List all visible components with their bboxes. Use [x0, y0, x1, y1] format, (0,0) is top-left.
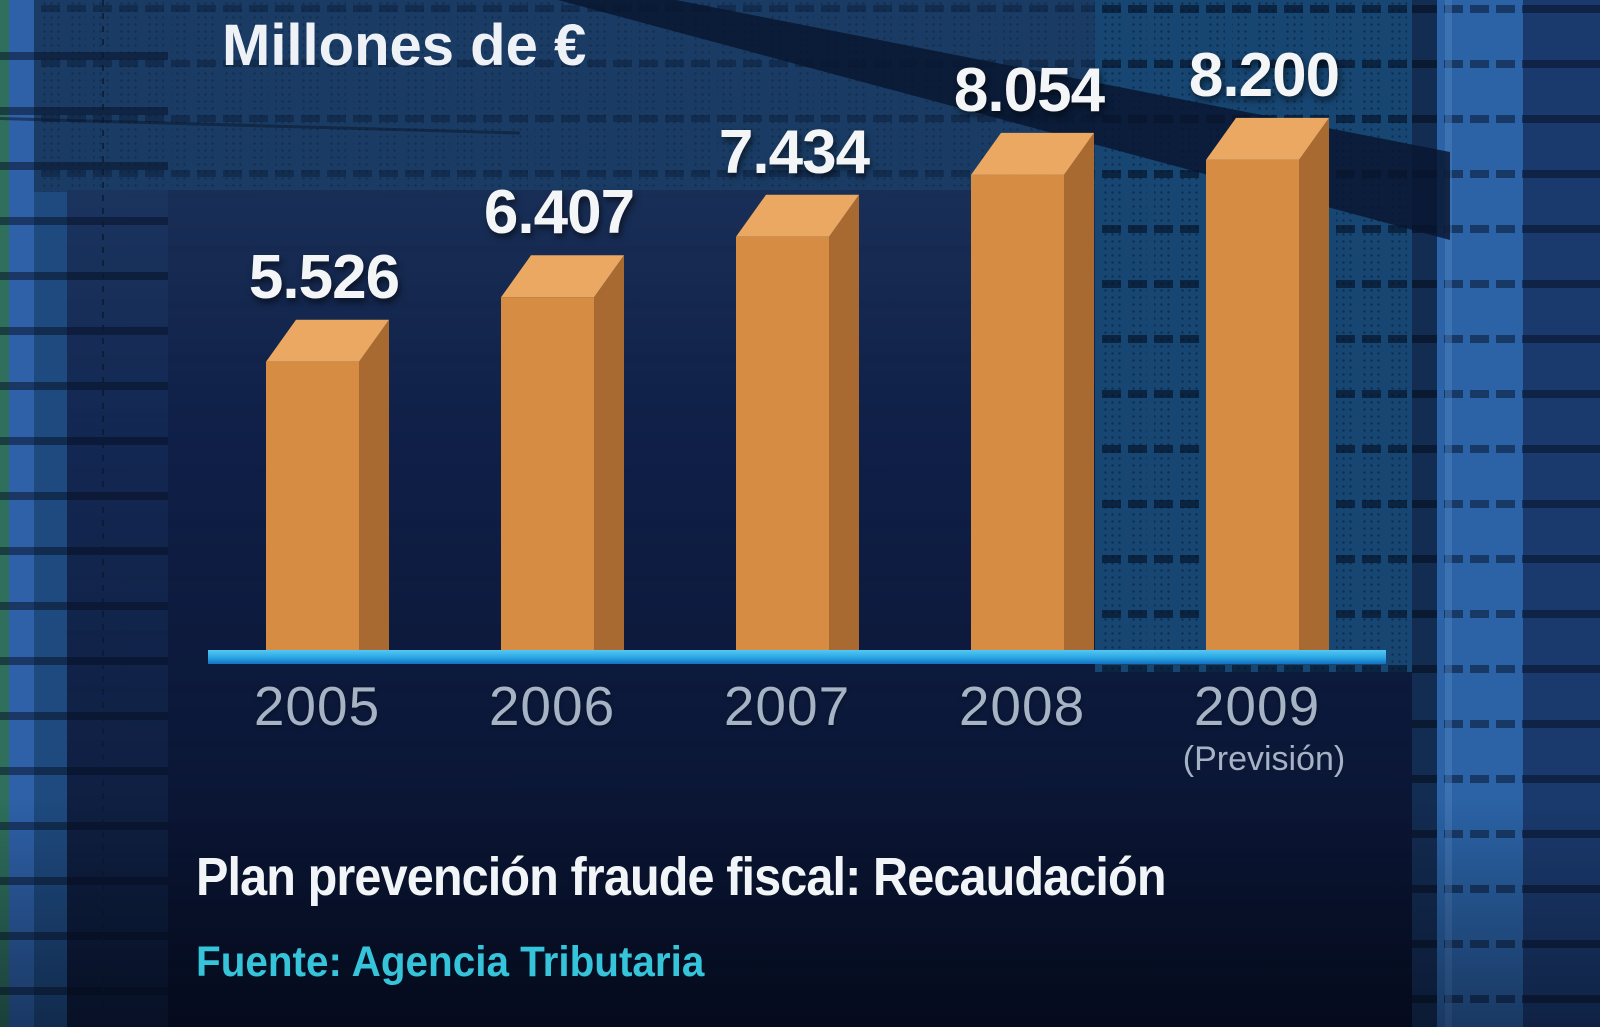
bar-top-face-2005	[266, 319, 389, 362]
bar-side-face-2005	[359, 319, 389, 658]
bar-front-face-2006	[501, 297, 594, 658]
chart-title: Millones de €	[222, 13, 587, 78]
bar-side-face-2006	[594, 255, 624, 659]
background-dashed-vline	[102, 0, 104, 1027]
bar-value-label: 6.407	[483, 178, 635, 248]
chart-caption: Plan prevención fraude fiscal: Recaudaci…	[196, 847, 1167, 907]
bar-front-face-2009	[1206, 159, 1299, 658]
x-axis-label: 2009	[1193, 675, 1321, 737]
bar-value-label: 7.434	[718, 117, 870, 187]
bar-value-label: 8.054	[953, 55, 1105, 125]
bar-value-label: 8.200	[1188, 40, 1340, 110]
bar-front-face-2007	[736, 236, 829, 658]
bar-front-face-2005	[266, 361, 359, 658]
x-axis-label: 2008	[958, 675, 1086, 737]
background-right-stripe-mid	[1523, 0, 1600, 1027]
x-axis-label: 2006	[488, 675, 616, 737]
x-axis-baseline	[208, 650, 1386, 664]
bar-side-face-2009	[1299, 117, 1329, 658]
x-axis-note: (Previsión)	[1182, 740, 1346, 778]
background-scanline-rows	[0, 0, 168, 1027]
bar-value-label: 5.526	[248, 242, 400, 312]
x-axis-label: 2005	[253, 675, 381, 737]
bar-side-face-2008	[1064, 132, 1094, 659]
x-axis-label: 2007	[723, 675, 851, 737]
background-right-stripe-sliver	[1445, 0, 1452, 1027]
bar-side-face-2007	[829, 194, 859, 658]
bar-top-face-2006	[501, 255, 624, 298]
bar-front-face-2008	[971, 174, 1064, 658]
chart-source: Fuente: Agencia Tributaria	[196, 938, 705, 986]
